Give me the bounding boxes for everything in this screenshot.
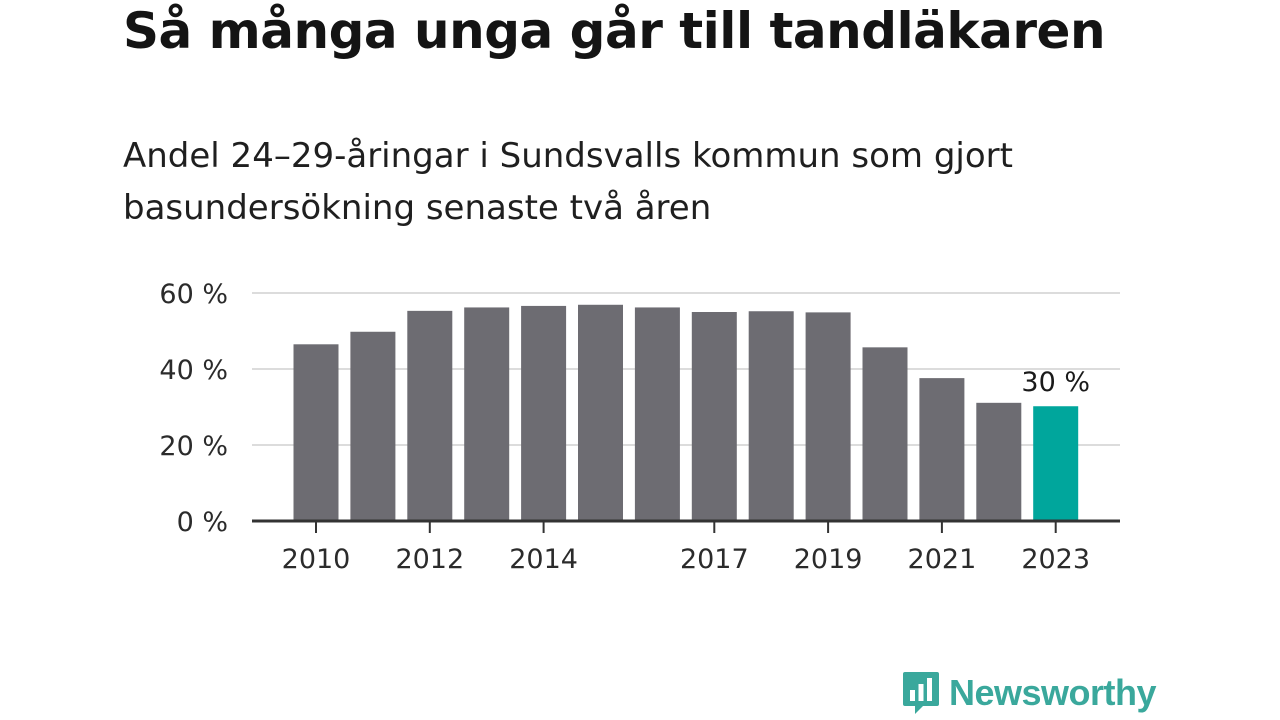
gridlines [252,292,1120,446]
x-tick-label: 2017 [680,544,749,575]
x-tick-label: 2021 [908,544,977,575]
data-label: 30 % [1021,367,1090,398]
labels: 0 % 20 % 40 % 60 % 2010 2012 2014 2017 2019 2021 2… [159,279,1090,575]
chart-title: Så många unga går till tandläkaren [123,2,1106,60]
y-tick-label: 20 % [159,431,228,462]
x-tick-label: 2014 [509,544,578,575]
bar-2021 [919,378,965,521]
bar-2010 [293,344,339,521]
chart-subtitle: Andel 24–29-åringar i Sundsvalls kommun … [123,136,1013,228]
bar-2019 [805,312,851,521]
y-tick-label: 60 % [159,279,228,310]
bar-2017 [691,312,737,521]
bar-2020 [862,347,908,521]
bar-2018 [748,311,794,521]
x-tick-label: 2010 [282,544,351,575]
bars [293,304,1079,521]
bar-2014 [521,305,567,521]
y-tick-label: 40 % [159,355,228,386]
bar-chart-speech-bubble-icon [903,672,939,714]
x-tick-label: 2012 [395,544,464,575]
brand-logo: Newsworthy [901,668,1157,718]
bar-2022 [976,402,1022,521]
bar-2013 [464,307,510,521]
y-tick-label: 0 % [177,507,228,538]
bar-2012 [407,310,453,521]
x-tick-label: 2023 [1021,544,1090,575]
bar-2023 [1033,406,1079,521]
bar-2016 [634,307,680,521]
bar-2015 [578,304,623,521]
axes [252,519,1120,533]
x-tick-label: 2019 [794,544,863,575]
bar-2011 [350,331,396,521]
brand-name: Newsworthy [949,672,1157,713]
